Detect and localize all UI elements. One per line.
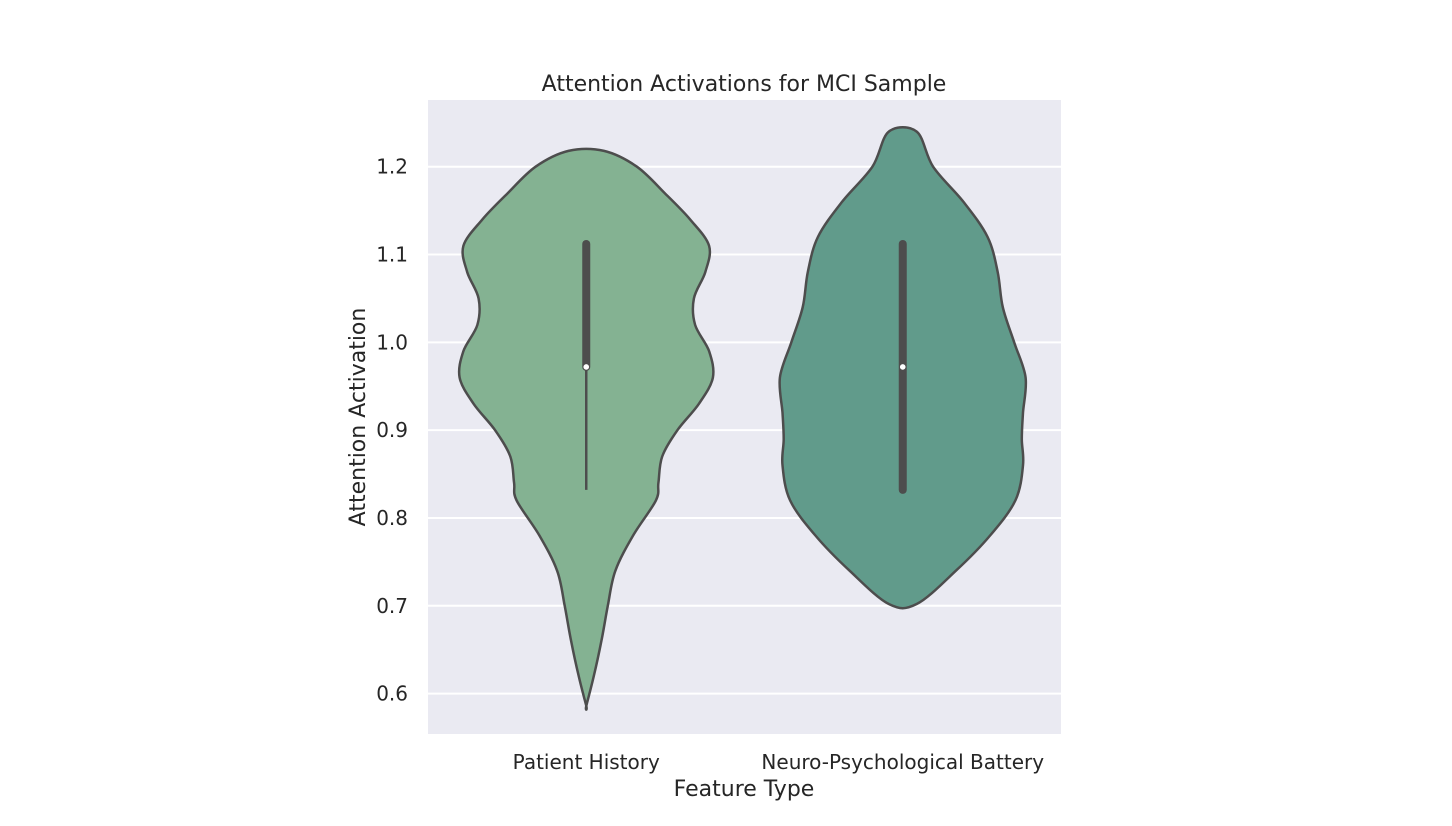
y-tick-labels: 0.6 0.7 0.8 0.9 1.0 1.1 1.2 — [376, 155, 408, 706]
x-tick-label: Patient History — [513, 750, 660, 774]
violin-median-point — [899, 364, 906, 370]
y-tick-label: 0.7 — [376, 594, 408, 618]
y-tick-label: 1.2 — [376, 155, 408, 179]
chart-title: Attention Activations for MCI Sample — [542, 72, 947, 97]
x-axis-label: Feature Type — [674, 777, 815, 802]
violin-median-point — [583, 364, 590, 370]
violins — [457, 126, 1028, 711]
x-tick-labels: Patient History Neuro-Psychological Batte… — [513, 750, 1045, 774]
y-tick-label: 0.9 — [376, 418, 408, 442]
y-tick-label: 0.6 — [376, 682, 408, 706]
y-tick-label: 1.1 — [376, 243, 408, 267]
y-tick-label: 0.8 — [376, 506, 408, 530]
x-tick-label: Neuro-Psychological Battery — [761, 750, 1044, 774]
y-tick-label: 1.0 — [376, 330, 408, 354]
y-axis-label: Attention Activation — [346, 308, 371, 527]
